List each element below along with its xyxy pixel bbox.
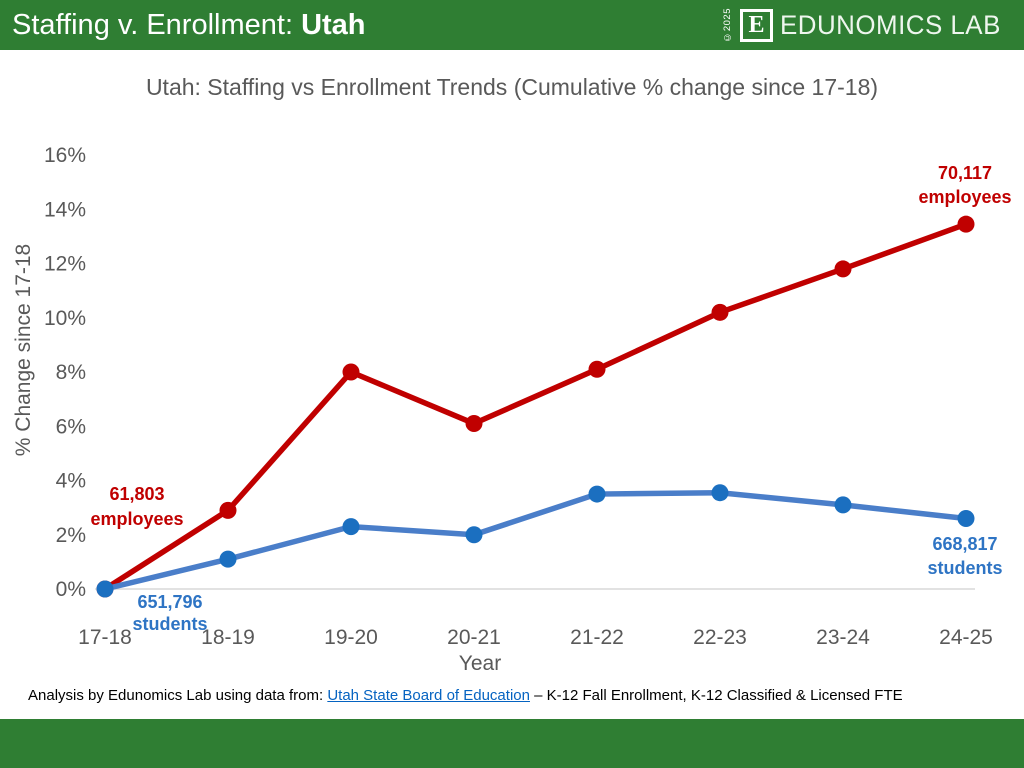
y-tick-label: 0% xyxy=(56,578,86,601)
employees-end-label: employees xyxy=(918,187,1011,207)
footer-text-suffix: – K-12 Fall Enrollment, K-12 Classified … xyxy=(529,687,903,704)
employees-point xyxy=(219,501,237,519)
y-tick-label: 8% xyxy=(56,361,86,384)
footer-note: Analysis by Edunomics Lab using data fro… xyxy=(28,687,903,704)
students-point xyxy=(465,526,483,544)
students-point xyxy=(957,509,975,527)
employees-point xyxy=(342,363,360,381)
x-axis-title: Year xyxy=(459,652,501,675)
chart-title: Utah: Staffing vs Enrollment Trends (Cum… xyxy=(145,74,879,100)
y-axis-title: % Change since 17-18 xyxy=(12,244,35,456)
page-title-prefix: Staffing v. Enrollment: xyxy=(12,9,302,41)
x-tick-label: 22-23 xyxy=(693,626,747,649)
y-tick-label: 2% xyxy=(56,524,86,547)
page-title: Staffing v. Enrollment: Utah xyxy=(12,0,366,50)
edunomics-e-letter: E xyxy=(748,11,765,38)
employees-end-label: 70,117 xyxy=(938,163,992,183)
bottom-green-bar xyxy=(0,719,1024,768)
students-point xyxy=(219,550,237,568)
employees-start-label: employees xyxy=(90,509,183,529)
header-bar: Staffing v. Enrollment: Utah ©2025 E EDU… xyxy=(0,0,1024,50)
employees-point xyxy=(834,260,852,278)
students-start-label: 651,796 xyxy=(137,592,202,612)
employees-point xyxy=(711,303,729,321)
x-tick-label: 18-19 xyxy=(201,626,255,649)
students-line xyxy=(102,489,969,592)
employees-point xyxy=(588,360,606,378)
students-point xyxy=(834,496,852,514)
y-tick-label: 10% xyxy=(44,307,86,330)
x-tick-label: 21-22 xyxy=(570,626,624,649)
source-link[interactable]: Utah State Board of Education xyxy=(327,687,530,704)
employees-point xyxy=(957,215,975,233)
students-point xyxy=(588,485,606,503)
x-tick-label: 20-21 xyxy=(447,626,501,649)
y-tick-label: 6% xyxy=(56,415,86,438)
y-tick-label: 12% xyxy=(44,253,86,276)
students-end-label: 668,817 xyxy=(932,534,997,554)
edunomics-logo: ©2025 E EDUNOMICS LAB xyxy=(722,0,1010,50)
students-point xyxy=(96,580,114,598)
students-point xyxy=(711,484,729,502)
footer-text-prefix: Analysis by Edunomics Lab using data fro… xyxy=(28,687,328,704)
edunomics-logo-text: EDUNOMICS LAB xyxy=(779,9,1001,40)
edunomics-e-icon: E xyxy=(739,8,773,42)
employees-line xyxy=(102,221,969,592)
x-tick-label: 17-18 xyxy=(78,626,132,649)
x-tick-label: 23-24 xyxy=(816,626,870,649)
students-end-label: students xyxy=(927,558,1002,578)
students-point xyxy=(342,518,360,536)
x-tick-label: 19-20 xyxy=(324,626,378,649)
y-tick-label: 16% xyxy=(44,144,86,167)
x-tick-label: 24-25 xyxy=(939,626,993,649)
y-tick-label: 4% xyxy=(56,470,86,493)
employees-point xyxy=(465,415,483,433)
students-start-label: students xyxy=(132,614,207,634)
page-title-state: Utah xyxy=(301,9,366,41)
employees-start-label: 61,803 xyxy=(109,484,164,504)
y-tick-label: 14% xyxy=(44,198,86,221)
